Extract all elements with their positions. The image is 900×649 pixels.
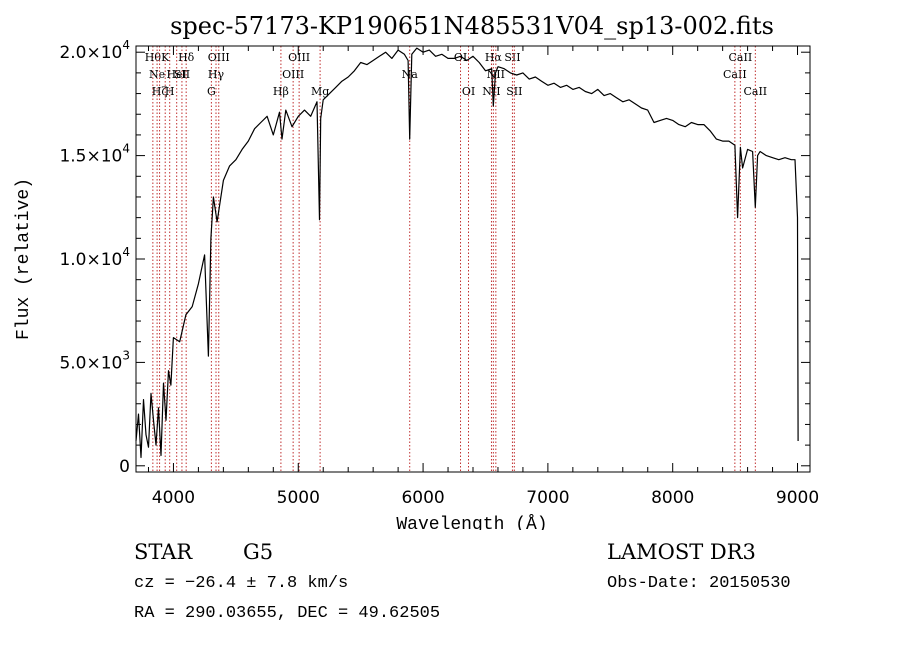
y-tick-label: 1.0×104 (59, 245, 130, 270)
line-marker-label: OI (462, 85, 475, 98)
line-marker-label: CaII (723, 68, 747, 81)
line-marker-label: SII (506, 85, 522, 98)
survey-name: LAMOST DR3 (607, 540, 756, 564)
y-tick-exponent: 3 (122, 348, 130, 362)
object-class: STAR (134, 540, 193, 564)
x-axis: 4000 5000 6000 7000 8000 9000 (147, 46, 819, 508)
x-tick-label: 7000 (526, 488, 569, 508)
y-tick-mantissa: 1.0×10 (59, 250, 122, 270)
line-marker-label: Hβ (273, 85, 289, 98)
line-marker-label: NII (482, 85, 500, 98)
y-tick-label: 2.0×104 (59, 38, 130, 63)
spectrum-layer (135, 47, 799, 459)
spectral-line-markers: HθNeHζKHHeISIIHδGHγOIIIHβOIIIOIIIMgNaOIO… (145, 46, 767, 472)
spectrum-line (135, 47, 799, 459)
redshift-text: cz = −26.4 ± 7.8 km/s (134, 574, 349, 593)
line-marker-label: Hθ (145, 51, 162, 64)
line-marker-label: CaII (743, 85, 767, 98)
y-tick-mantissa: 0 (119, 457, 130, 477)
line-marker-label: K (161, 51, 170, 64)
x-tick-label: 8000 (651, 488, 694, 508)
ra-dec-coordinates: RA = 290.03655, DEC = 49.62505 (134, 604, 441, 623)
y-tick-mantissa: 5.0×10 (59, 353, 122, 373)
y-tick-label: 1.5×104 (59, 142, 130, 167)
x-tick-label: 9000 (776, 488, 819, 508)
line-marker-label: SII (174, 68, 190, 81)
line-marker-label: Hα (485, 51, 503, 64)
object-subclass: G5 (243, 540, 274, 564)
x-tick-label: 4000 (152, 488, 195, 508)
line-marker-label: Na (402, 68, 419, 81)
x-tick-label: 6000 (401, 488, 444, 508)
line-marker-label: H (165, 85, 175, 98)
y-tick-mantissa: 2.0×10 (59, 43, 122, 63)
line-marker-label: Ne (149, 68, 165, 81)
line-marker-label: Hγ (208, 68, 225, 81)
line-marker-label: OIII (288, 51, 310, 64)
line-marker-label: OIII (208, 51, 230, 64)
x-axis-label: Wavelength (Å) (396, 514, 547, 530)
chart-title: spec-57173-KP190651N485531V04_sp13-002.f… (170, 12, 774, 40)
y-axis-label: Flux (relative) (14, 178, 34, 340)
line-marker-label: Hδ (178, 51, 195, 64)
y-tick-label: 5.0×103 (59, 348, 130, 373)
y-tick-exponent: 4 (122, 38, 130, 52)
y-tick-exponent: 4 (122, 245, 130, 259)
spectrum-chart: spec-57173-KP190651N485531V04_sp13-002.f… (14, 12, 819, 530)
line-marker-label: Mg (311, 85, 329, 98)
line-marker-label: OIII (282, 68, 304, 81)
line-marker-label: G (207, 85, 216, 98)
line-marker-label: SII (504, 51, 520, 64)
y-tick-label: 0 (119, 457, 130, 477)
y-tick-exponent: 4 (122, 142, 130, 156)
line-marker-label: CaII (729, 51, 753, 64)
plot-frame (135, 45, 811, 473)
line-marker-label: OI (454, 51, 467, 64)
line-marker-label: Hζ (152, 85, 168, 98)
y-tick-mantissa: 1.5×10 (59, 147, 122, 167)
x-tick-label: 5000 (277, 488, 320, 508)
observation-date: Obs-Date: 20150530 (607, 574, 791, 593)
